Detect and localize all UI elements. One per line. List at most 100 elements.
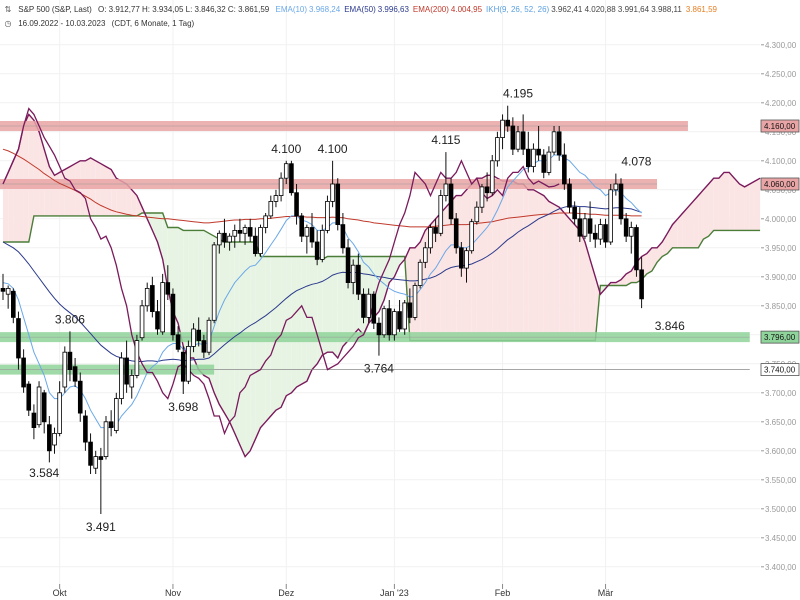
cloud-segment xyxy=(718,172,724,231)
cloud-segment xyxy=(626,271,632,286)
clock-icon: ◷ xyxy=(4,19,12,28)
candle-body xyxy=(392,311,397,336)
candle-body xyxy=(304,227,310,237)
ichimoku-cloud xyxy=(2,113,761,458)
cloud-segment xyxy=(239,242,246,457)
cloud-segment xyxy=(688,201,694,248)
price-annotation: 3.584 xyxy=(29,466,59,480)
candle-body xyxy=(546,151,552,173)
candle-body xyxy=(592,232,598,240)
candle-body xyxy=(124,357,129,385)
candle-body xyxy=(134,340,140,376)
cloud-segment xyxy=(533,189,539,341)
cloud-segment xyxy=(430,218,436,341)
cloud-segment xyxy=(492,175,498,341)
candle-body xyxy=(448,183,454,220)
cloud-segment xyxy=(471,178,477,341)
indicator-name: EMA(50) xyxy=(344,5,376,14)
candle-body xyxy=(376,322,382,336)
cloud-segment xyxy=(306,256,312,382)
y-axis: 3.400,00 3.450,00 3.500,00 3.550,00 3.600,00… xyxy=(760,0,800,600)
x-axis: Okt Nov Dez Jan '23 Feb Mär xyxy=(53,584,613,598)
cloud-segment xyxy=(64,166,70,216)
cloud-segment xyxy=(543,195,549,341)
cloud-segment xyxy=(487,175,493,341)
candle-body xyxy=(52,432,57,446)
candle-body xyxy=(623,218,629,237)
candle-body xyxy=(495,137,500,162)
indicator-name: EMA(10) xyxy=(275,5,308,14)
candle-body xyxy=(258,227,263,255)
x-tick-label: Nov xyxy=(165,588,182,598)
candle-body xyxy=(536,148,541,156)
candle-body xyxy=(314,241,320,260)
candle-body xyxy=(72,366,78,382)
candle-body xyxy=(309,227,315,243)
symbol-icon: ⇅ xyxy=(4,5,12,14)
cloud-segment xyxy=(389,256,395,283)
cloud-segment xyxy=(713,178,719,231)
cloud-segment xyxy=(502,181,508,341)
cloud-segment xyxy=(749,181,755,231)
candle-body xyxy=(98,456,104,460)
cloud-segment xyxy=(693,195,699,248)
y-tick-label: 3.600,00 xyxy=(765,447,797,456)
candle-body xyxy=(340,224,346,249)
cloud-segment xyxy=(729,172,735,231)
cloud-segment xyxy=(744,184,750,231)
cloud-segment xyxy=(682,207,688,248)
candle-body xyxy=(618,183,624,220)
candle-body xyxy=(526,148,531,167)
cloud-segment xyxy=(224,242,230,422)
candle-body xyxy=(330,183,335,202)
indicator-value: 3.968,24 xyxy=(309,5,341,14)
cloud-segment xyxy=(162,213,168,289)
indicator-legend: EMA(10) 3.968,24 EMA(50) 3.996,63 EMA(200) 4.… xyxy=(275,5,721,14)
candle-body xyxy=(5,287,11,295)
x-tick-label: Jan '23 xyxy=(380,588,409,598)
candle-body xyxy=(0,287,6,292)
chikou-span-line xyxy=(2,107,560,436)
cloud-segment xyxy=(724,172,730,231)
candle-body xyxy=(201,340,207,353)
indicator-value: 4.004,95 xyxy=(450,5,483,14)
candle-body xyxy=(639,269,644,300)
y-tick-label: 4.300,00 xyxy=(765,41,797,50)
candle-body xyxy=(572,206,577,220)
candle-body xyxy=(165,282,171,295)
x-tick-label: Dez xyxy=(278,588,295,598)
price-annotation: 4.115 xyxy=(431,133,460,147)
candle-body xyxy=(438,195,444,234)
cloud-segment xyxy=(70,163,76,216)
cloud-segment xyxy=(183,230,189,358)
candle-body xyxy=(227,235,232,243)
cloud-segment xyxy=(23,114,29,242)
cloud-segment xyxy=(564,213,570,341)
candle-body xyxy=(386,308,392,336)
cloud-segment xyxy=(13,149,19,242)
cloud-segment xyxy=(435,213,441,341)
candle-body xyxy=(412,285,418,318)
senkou-span-a-line xyxy=(3,212,761,342)
cloud-segment xyxy=(54,172,60,216)
candle-body xyxy=(294,192,299,217)
cloud-segment xyxy=(507,181,513,341)
cloud-segment xyxy=(337,256,343,358)
cloud-segment xyxy=(621,273,627,286)
candle-body xyxy=(356,264,361,295)
cloud-segment xyxy=(131,189,137,216)
candle-body xyxy=(577,218,583,237)
cloud-segment xyxy=(579,230,585,341)
candle-body xyxy=(407,302,413,318)
candle-body xyxy=(242,227,248,234)
candle-body xyxy=(119,357,124,399)
candle-body xyxy=(551,131,557,153)
candle-body xyxy=(186,345,191,382)
cloud-segment xyxy=(445,201,452,341)
candle-body xyxy=(453,218,459,249)
candle-body xyxy=(433,227,438,234)
candle-body xyxy=(222,232,227,243)
candle-body xyxy=(278,177,284,196)
ema200-line xyxy=(2,148,642,228)
cloud-segment xyxy=(106,166,112,216)
